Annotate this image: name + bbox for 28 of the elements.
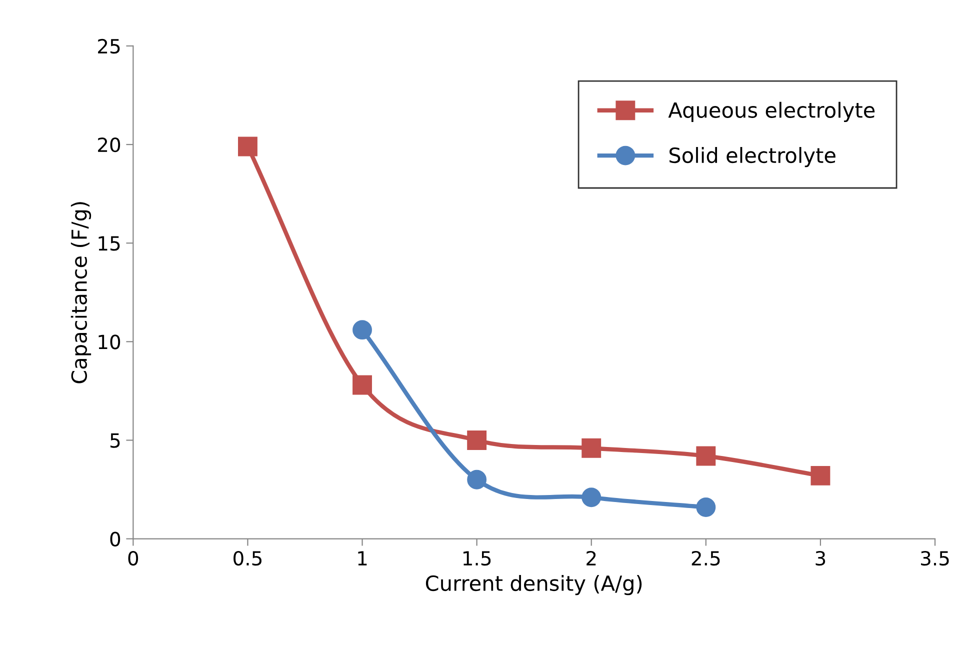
point	[238, 136, 258, 156]
x-axis-title: Current density (A/g)	[426, 574, 642, 596]
x-tick-label: 1.5	[463, 551, 491, 566]
x-tick-label: 0.5	[234, 550, 262, 566]
point	[352, 375, 372, 395]
x-tick-label: 1	[358, 551, 367, 566]
legend-label: Solid electrolyte	[670, 147, 836, 168]
point	[582, 438, 602, 458]
point	[810, 466, 830, 486]
x-tick-label: 2.5	[692, 550, 720, 566]
x-tick-label: 3.5	[921, 550, 949, 566]
x-tick-label: 3	[816, 550, 826, 566]
y-tick-label: 5	[110, 433, 120, 448]
point	[467, 430, 487, 450]
point	[467, 470, 487, 490]
point	[582, 488, 602, 508]
point	[696, 446, 716, 466]
y-tick-label: 25	[98, 38, 120, 54]
y-axis-title: Capacitance (F/g)	[70, 202, 92, 384]
legend-label: Aqueous electrolyte	[668, 102, 875, 122]
point	[352, 320, 372, 340]
y-tick-label: 0	[110, 532, 120, 546]
x-tick-label: 2	[586, 550, 596, 566]
x-tick-label: 0	[128, 550, 138, 566]
y-tick-label: 15	[98, 236, 120, 251]
y-tick-label: 10	[98, 334, 120, 350]
y-tick-label: 20	[98, 137, 120, 152]
point	[696, 498, 716, 517]
